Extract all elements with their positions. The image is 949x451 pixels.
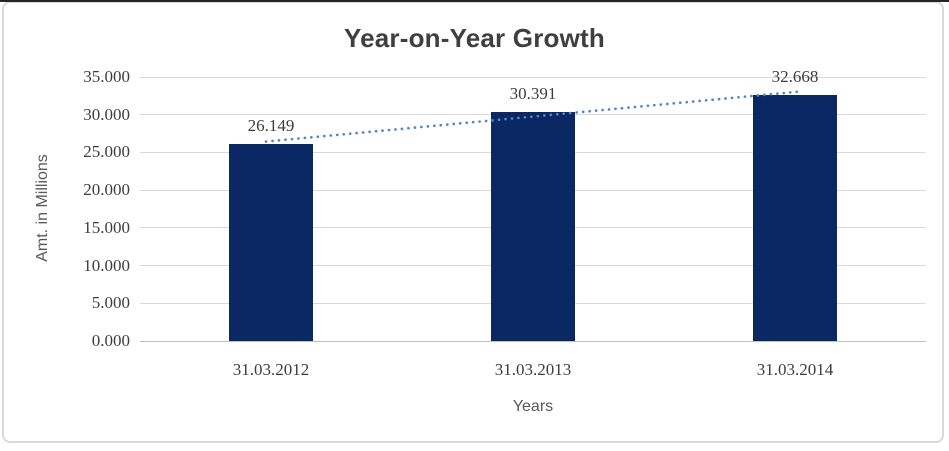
y-axis-tick-label: 25.000 xyxy=(83,142,130,162)
bar xyxy=(229,143,313,341)
bar xyxy=(753,94,837,341)
y-axis-tick-label: 0.000 xyxy=(91,331,130,350)
x-axis-tick-label: 31.03.2014 xyxy=(756,360,834,379)
y-axis-tick-label: 5.000 xyxy=(91,293,130,313)
top-edge-line xyxy=(0,0,949,2)
y-axis-tick-labels: 0.000 5.000 10.000 15.000 20.000 25.000 30.000… xyxy=(0,67,130,350)
gridline xyxy=(140,76,926,78)
chart-title: Year-on-Year Growth xyxy=(344,23,605,53)
plot-area: 26.149 30.391 32.668 xyxy=(140,67,926,342)
x-axis-tick-label: 31.03.2013 xyxy=(494,360,572,379)
bar-data-label: 30.391 xyxy=(509,83,557,103)
y-axis-tick-label: 30.000 xyxy=(83,104,130,124)
gridline xyxy=(140,340,926,342)
x-axis-title: Years xyxy=(512,398,554,415)
bar-data-label: 32.668 xyxy=(771,66,819,86)
y-axis-tick-label: 15.000 xyxy=(83,217,130,237)
x-axis-tick-labels: 31.03.2012 31.03.2013 31.03.2014 xyxy=(140,360,926,382)
x-axis-tick-label: 31.03.2012 xyxy=(232,360,310,379)
bar-data-label: 26.149 xyxy=(247,115,295,135)
y-axis-tick-label: 20.000 xyxy=(83,180,130,200)
bar xyxy=(491,111,575,341)
y-axis-tick-label: 35.000 xyxy=(83,67,130,86)
y-axis-tick-label: 10.000 xyxy=(83,255,130,275)
